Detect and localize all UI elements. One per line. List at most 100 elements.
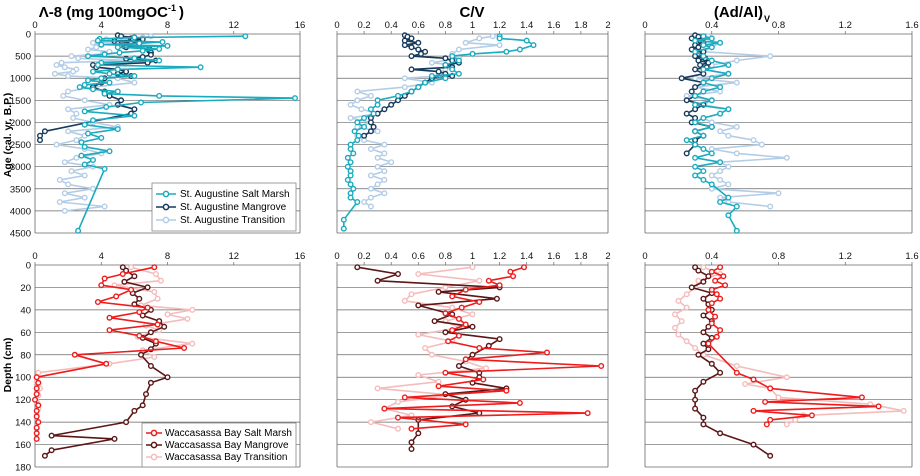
data-point xyxy=(708,300,715,307)
data-point xyxy=(763,421,770,428)
data-point xyxy=(367,194,374,201)
data-point xyxy=(164,42,171,49)
y-tick-label: 1000 xyxy=(10,74,31,85)
data-point xyxy=(428,72,435,79)
data-point xyxy=(507,268,514,275)
data-point xyxy=(415,39,422,46)
data-point xyxy=(367,128,374,135)
lambda-title-sup: -1 xyxy=(168,3,176,13)
data-point xyxy=(750,137,757,144)
data-point xyxy=(695,267,702,274)
x-tick-label: 16 xyxy=(295,20,306,31)
x-tick-label: 1 xyxy=(470,251,475,262)
data-point xyxy=(692,163,699,170)
data-point xyxy=(98,134,105,141)
data-point xyxy=(408,66,415,73)
data-point xyxy=(521,264,528,271)
x-tick-label: 2 xyxy=(605,20,610,31)
data-point xyxy=(78,139,85,146)
data-point xyxy=(435,288,442,295)
data-point xyxy=(717,84,724,91)
data-point xyxy=(762,398,769,405)
data-point xyxy=(101,51,108,58)
data-point xyxy=(717,128,724,135)
data-point xyxy=(708,320,715,327)
y-tick-label: 100 xyxy=(15,373,31,384)
data-point xyxy=(875,403,882,410)
data-point xyxy=(415,331,422,338)
data-point xyxy=(675,297,682,304)
x-tick-label: 0.8 xyxy=(439,251,452,262)
legend-marker-wb-marsh xyxy=(150,429,158,437)
data-point xyxy=(455,57,462,64)
data-point xyxy=(712,313,719,320)
data-point xyxy=(103,360,110,367)
data-point xyxy=(137,351,144,358)
data-point xyxy=(435,68,442,75)
data-point xyxy=(708,360,715,367)
data-point xyxy=(717,369,724,376)
data-point xyxy=(415,46,422,53)
data-point xyxy=(89,117,96,124)
data-point xyxy=(725,70,732,77)
series-sa-marsh xyxy=(75,33,299,234)
data-point xyxy=(476,345,483,352)
data-point xyxy=(767,53,774,60)
data-point xyxy=(131,112,138,119)
data-point xyxy=(152,338,159,345)
data-point xyxy=(344,163,351,170)
data-point xyxy=(708,123,715,130)
data-point xyxy=(139,47,146,54)
x-tick-label: 1.2 xyxy=(493,20,506,31)
data-point xyxy=(381,168,388,175)
data-point xyxy=(428,59,435,66)
data-point xyxy=(449,304,456,311)
data-point xyxy=(758,141,765,148)
data-point xyxy=(462,286,469,293)
data-point xyxy=(61,207,68,214)
data-point xyxy=(767,385,774,392)
data-point xyxy=(37,137,44,144)
data-point xyxy=(705,340,712,347)
data-point xyxy=(469,311,476,318)
data-point xyxy=(60,92,67,99)
x-tick-label: 0.8 xyxy=(772,251,785,262)
data-point xyxy=(584,410,591,417)
data-point xyxy=(692,37,699,44)
data-point xyxy=(381,190,388,197)
data-point xyxy=(41,452,48,459)
data-point xyxy=(713,333,720,340)
series-line xyxy=(363,34,460,137)
data-point xyxy=(156,46,163,53)
data-point xyxy=(530,42,537,49)
data-point xyxy=(347,101,354,108)
data-point xyxy=(131,273,138,280)
data-point xyxy=(725,132,732,139)
data-point xyxy=(720,273,727,280)
data-point xyxy=(395,271,402,278)
data-point xyxy=(469,351,476,358)
x-tick-label: 0.4 xyxy=(705,20,718,31)
data-point xyxy=(347,172,354,179)
data-point xyxy=(89,86,96,93)
data-point xyxy=(354,264,361,271)
legend-label-wb-transition: Waccasassa Bay Transition xyxy=(165,452,287,463)
data-point xyxy=(442,310,449,317)
x-tick-label: 1.8 xyxy=(574,20,587,31)
data-point xyxy=(33,374,40,381)
data-point xyxy=(485,277,492,284)
data-point xyxy=(347,145,354,152)
data-point xyxy=(700,42,707,49)
data-point xyxy=(33,424,40,431)
data-point xyxy=(767,203,774,210)
data-point xyxy=(725,163,732,170)
data-point xyxy=(683,150,690,157)
legend-marker-sa-mangrove xyxy=(162,203,170,211)
data-point xyxy=(71,351,78,358)
data-point xyxy=(197,64,204,71)
data-point xyxy=(65,88,72,95)
data-point xyxy=(106,70,113,77)
data-point xyxy=(33,407,40,414)
data-point xyxy=(381,405,388,412)
data-point xyxy=(783,374,790,381)
